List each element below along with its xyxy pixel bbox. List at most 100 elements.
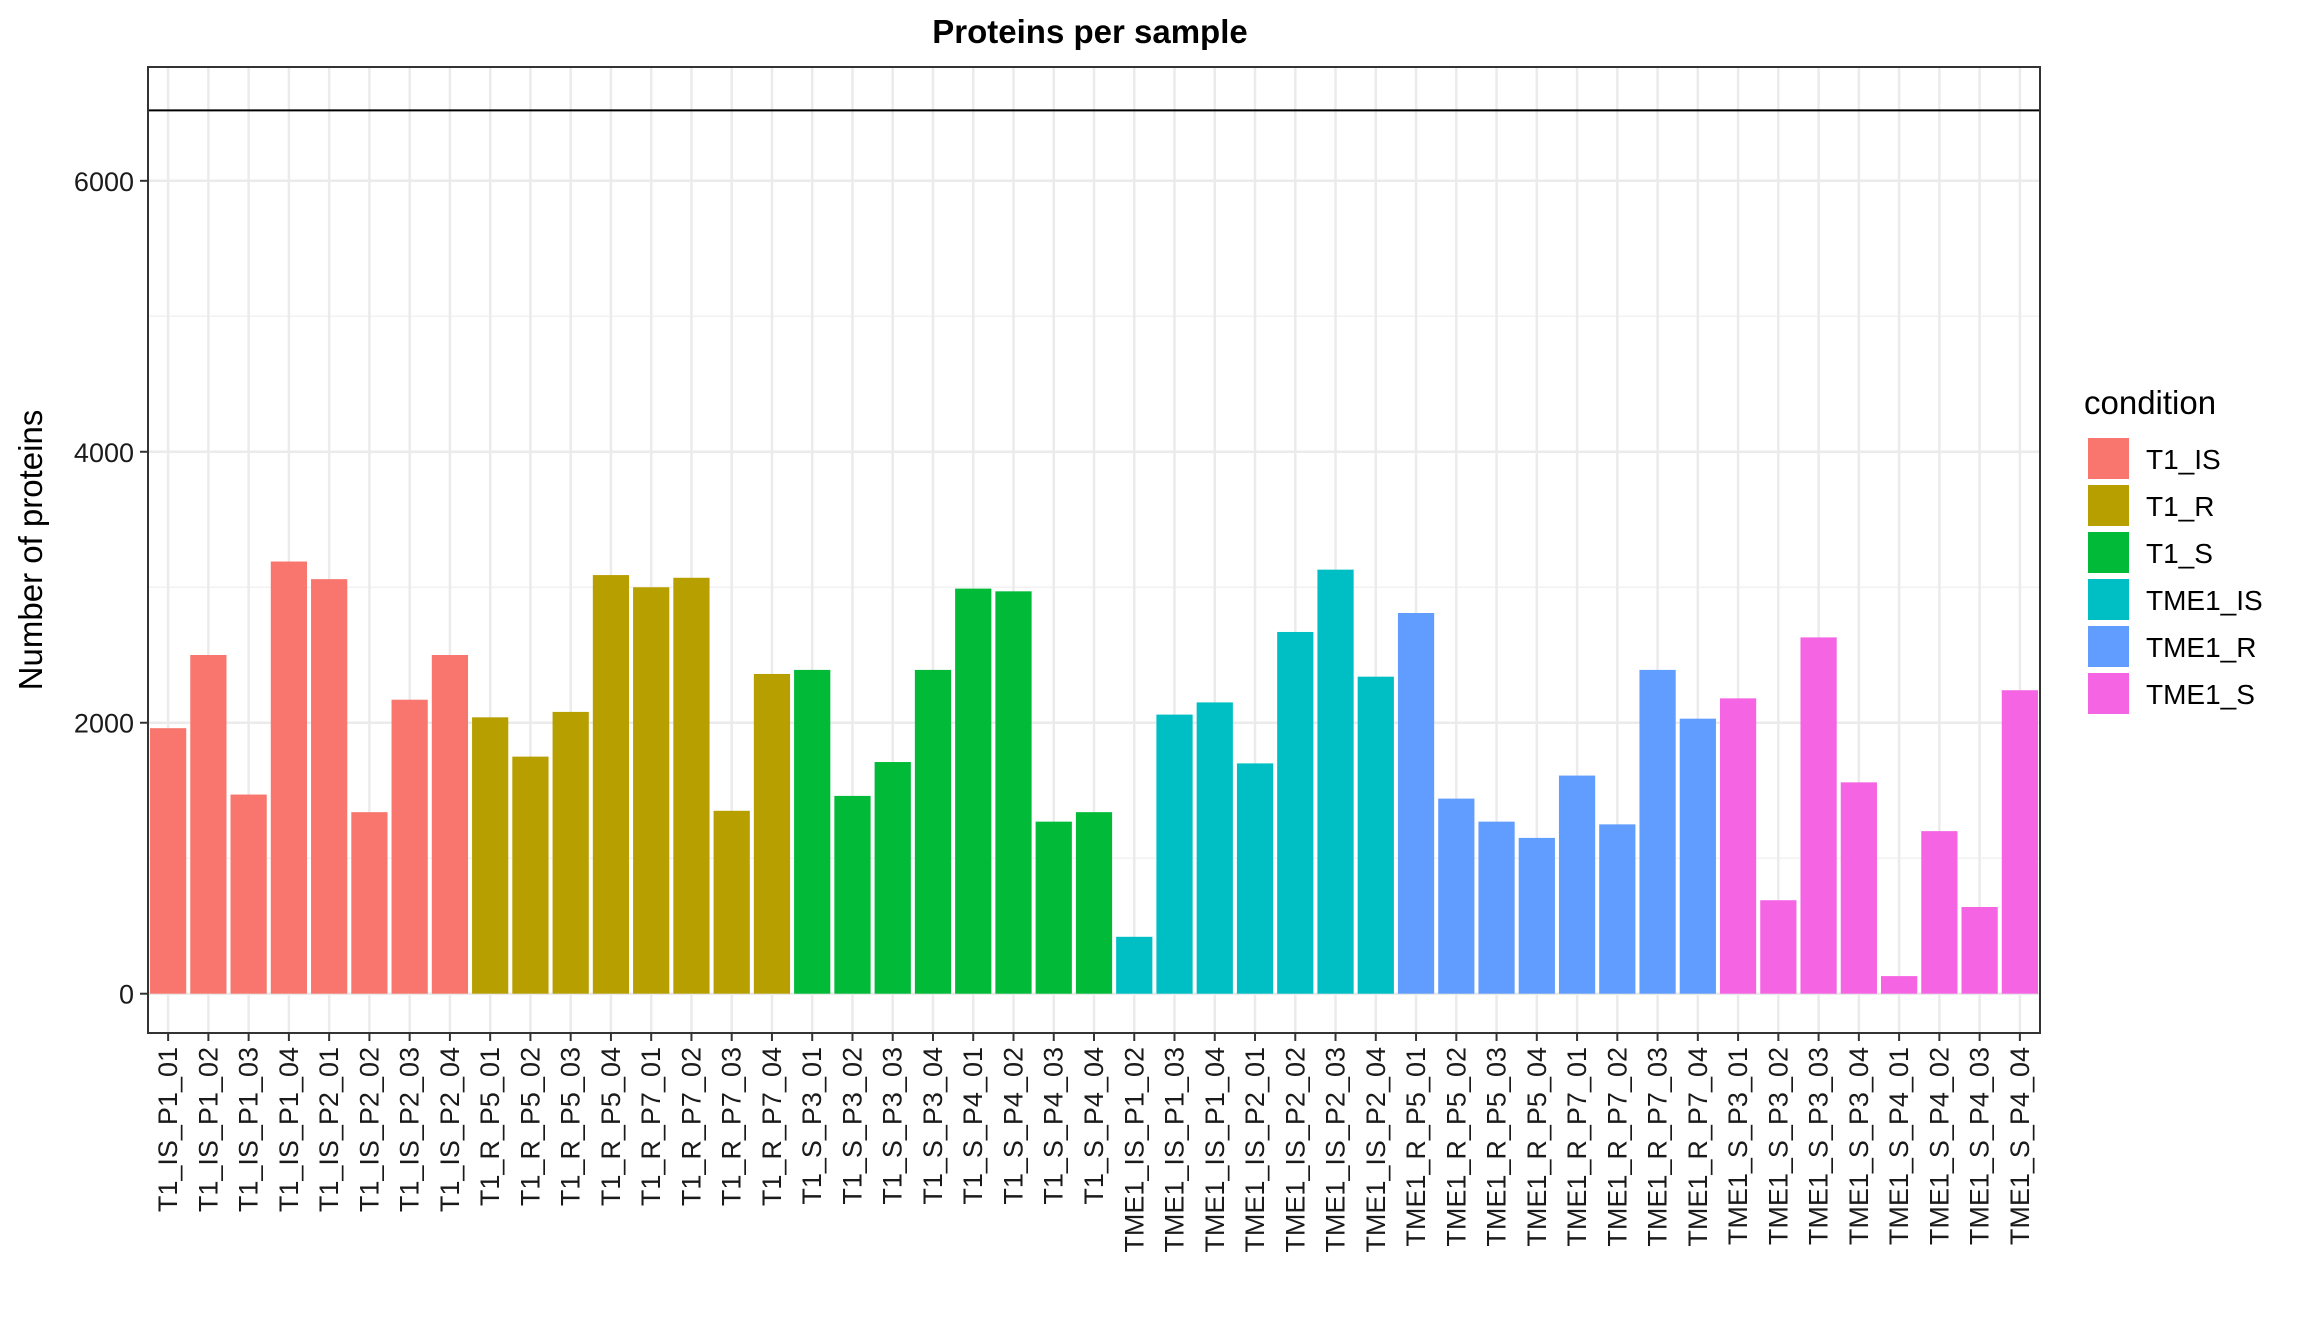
x-tick-label: T1_IS_P1_04	[274, 1047, 304, 1212]
bar-T1_IS_P2_04	[431, 655, 469, 994]
bar-T1_R_P5_04	[592, 575, 630, 994]
x-tick-label: TME1_IS_P2_03	[1321, 1047, 1351, 1253]
bar-TME1_IS_P1_04	[1196, 702, 1233, 994]
bar-TME1_IS_P2_04	[1357, 676, 1394, 994]
bar-T1_S_P4_02	[995, 591, 1032, 994]
x-tick-label: T1_IS_P2_04	[435, 1047, 465, 1212]
x-tick-label: TME1_S_P3_01	[1723, 1047, 1753, 1245]
y-axis: 0 2000 4000 6000	[74, 167, 148, 1010]
bar-TME1_R_P5_03	[1478, 821, 1515, 994]
x-tick-label: TME1_R_P5_04	[1522, 1047, 1552, 1247]
x-tick-label: T1_R_P7_01	[636, 1047, 666, 1206]
x-tick-label: T1_S_P4_04	[1079, 1047, 1109, 1205]
bar-TME1_IS_P1_03	[1156, 714, 1193, 994]
x-tick-label: TME1_R_P5_03	[1482, 1047, 1512, 1247]
bar-T1_IS_P2_01	[311, 579, 348, 994]
bar-T1_S_P3_03	[874, 762, 911, 994]
chart-title: Proteins per sample	[932, 13, 1247, 50]
x-tick-label: TME1_R_P5_02	[1441, 1047, 1471, 1247]
bar-TME1_R_P5_04	[1518, 837, 1555, 994]
x-tick-label: T1_S_P4_03	[1039, 1047, 1069, 1205]
x-tick-label: T1_S_P3_01	[797, 1047, 827, 1205]
bar-T1_S_P4_01	[955, 588, 992, 994]
x-tick-label: T1_S_P4_02	[998, 1047, 1028, 1205]
bar-T1_IS_P1_02	[190, 655, 227, 994]
y-tick-label: 0	[119, 980, 134, 1010]
x-tick-label: TME1_R_P7_03	[1643, 1047, 1673, 1247]
bar-TME1_IS_P2_01	[1236, 763, 1274, 994]
bar-TME1_R_P7_02	[1599, 824, 1636, 994]
x-tick-label: T1_S_P4_01	[958, 1047, 988, 1205]
bar-TME1_S_P3_02	[1760, 900, 1797, 994]
legend-swatch-T1_IS	[2088, 438, 2129, 479]
x-tick-label: T1_IS_P2_03	[395, 1047, 425, 1212]
x-tick-label: TME1_IS_P1_02	[1119, 1047, 1149, 1253]
legend-label-TME1_IS: TME1_IS	[2146, 585, 2263, 616]
bar-TME1_S_P4_01	[1880, 976, 1918, 994]
legend-title: condition	[2084, 384, 2216, 421]
bar-TME1_S_P4_02	[1921, 831, 1958, 994]
bar-TME1_R_P7_04	[1679, 718, 1716, 994]
bar-T1_R_P7_01	[633, 587, 670, 994]
legend-swatch-TME1_R	[2088, 626, 2129, 667]
legend-swatch-TME1_S	[2088, 673, 2129, 714]
legend-label-TME1_R: TME1_R	[2146, 632, 2256, 663]
bar-T1_IS_P1_01	[150, 728, 187, 994]
x-tick-label: T1_R_P5_02	[515, 1047, 545, 1206]
x-tick-label: T1_R_P7_04	[757, 1047, 787, 1206]
bar-TME1_IS_P2_02	[1277, 631, 1314, 994]
legend-label-T1_R: T1_R	[2146, 491, 2214, 522]
x-axis: T1_IS_P1_01 T1_IS_P1_02 T1_IS_P1_03 T1_IS_P…	[153, 1033, 2035, 1253]
x-tick-label: TME1_R_P7_04	[1683, 1047, 1713, 1247]
bar-TME1_S_P3_03	[1800, 637, 1837, 994]
bar-T1_S_P3_01	[794, 669, 831, 994]
y-tick-label: 6000	[74, 167, 134, 197]
x-tick-label: TME1_IS_P2_01	[1240, 1047, 1270, 1253]
x-tick-label: T1_IS_P1_03	[234, 1047, 264, 1212]
bar-TME1_S_P4_03	[1961, 907, 1998, 994]
x-tick-label: TME1_R_P7_01	[1562, 1047, 1592, 1247]
legend-swatch-T1_S	[2088, 532, 2129, 573]
x-tick-label: TME1_IS_P2_04	[1361, 1047, 1391, 1253]
bar-TME1_R_P7_01	[1558, 775, 1596, 994]
x-tick-label: T1_R_P7_02	[676, 1047, 706, 1206]
x-tick-label: T1_IS_P2_02	[354, 1047, 384, 1212]
bar-T1_IS_P2_03	[391, 699, 428, 994]
bar-T1_R_P5_01	[472, 717, 509, 994]
x-tick-label: TME1_S_P3_04	[1844, 1047, 1874, 1245]
x-tick-label: T1_S_P3_03	[878, 1047, 908, 1205]
x-tick-label: TME1_S_P4_02	[1924, 1047, 1954, 1245]
bar-T1_IS_P2_02	[351, 812, 388, 994]
bar-TME1_R_P5_02	[1438, 798, 1475, 994]
bar-T1_R_P7_02	[673, 577, 710, 994]
x-tick-label: T1_IS_P1_02	[193, 1047, 223, 1212]
bar-T1_IS_P1_04	[270, 561, 308, 994]
x-tick-label: T1_R_P7_03	[717, 1047, 747, 1206]
x-tick-label: T1_R_P5_01	[475, 1047, 505, 1206]
legend-swatch-TME1_IS	[2088, 579, 2129, 620]
x-tick-label: T1_S_P3_02	[837, 1047, 867, 1205]
bar-TME1_R_P7_03	[1639, 669, 1676, 994]
bar-TME1_S_P4_04	[2001, 690, 2038, 994]
x-tick-label: T1_IS_P1_01	[153, 1047, 183, 1212]
x-tick-label: TME1_S_P3_02	[1763, 1047, 1793, 1245]
bar-TME1_S_P3_04	[1840, 782, 1877, 994]
x-tick-label: T1_S_P3_04	[918, 1047, 948, 1205]
bar-T1_S_P3_02	[834, 795, 871, 994]
x-tick-label: T1_R_P5_03	[556, 1047, 586, 1206]
legend: condition T1_IS T1_R T1_S TME1_IS TME1_R TME1…	[2084, 384, 2263, 714]
legend-swatch-T1_R	[2088, 485, 2129, 526]
bar-T1_R_P7_03	[713, 810, 750, 994]
bar-TME1_IS_P1_02	[1116, 936, 1153, 994]
x-tick-label: TME1_IS_P1_03	[1160, 1047, 1190, 1253]
x-tick-label: TME1_S_P3_03	[1804, 1047, 1834, 1245]
x-tick-label: T1_R_P5_04	[596, 1047, 626, 1206]
bar-T1_IS_P1_03	[230, 794, 267, 994]
legend-label-T1_S: T1_S	[2146, 538, 2213, 569]
x-tick-label: TME1_IS_P2_02	[1280, 1047, 1310, 1253]
bar-T1_R_P5_03	[552, 711, 589, 994]
x-tick-label: TME1_R_P5_01	[1401, 1047, 1431, 1247]
y-axis-title: Number of proteins	[12, 410, 49, 691]
